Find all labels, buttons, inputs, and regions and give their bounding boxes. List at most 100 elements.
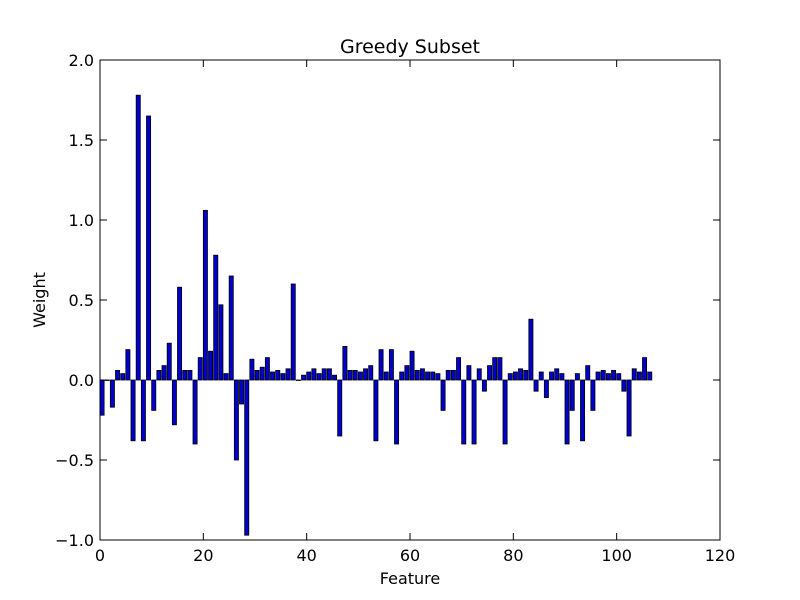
x-tick-label: 120 <box>705 546 736 565</box>
bar-feature-26 <box>233 379 239 461</box>
bar-feature-79 <box>507 373 513 381</box>
bar-feature-3 <box>115 369 121 381</box>
bar-feature-22 <box>213 254 219 381</box>
y-tick-label: 0.5 <box>69 291 94 310</box>
bar-feature-69 <box>456 357 462 381</box>
bar-feature-18 <box>192 379 198 445</box>
bar-feature-5 <box>125 349 131 381</box>
bar-feature-27 <box>239 379 245 405</box>
bar-feature-103 <box>631 368 637 381</box>
bar-feature-62 <box>419 368 425 381</box>
bar-feature-61 <box>414 369 420 381</box>
bar-feature-14 <box>171 379 177 426</box>
ticks-group: 0 20 40 60 80 100 120 −1.0 −0.5 0.0 0.5 1.0 1.5 2.0 <box>55 51 735 565</box>
bar-feature-59 <box>404 365 410 381</box>
bar-feature-35 <box>280 373 286 381</box>
bar-feature-77 <box>497 357 503 381</box>
bar-feature-105 <box>642 357 648 381</box>
bar-feature-78 <box>502 379 508 445</box>
bar-feature-96 <box>595 371 601 381</box>
bar-feature-15 <box>177 286 183 381</box>
bar-feature-84 <box>533 379 539 392</box>
bar-feature-28 <box>244 379 250 536</box>
bar-feature-33 <box>270 371 276 381</box>
bar-feature-83 <box>528 318 534 381</box>
bar-feature-57 <box>394 379 400 445</box>
bar-feature-16 <box>182 369 188 381</box>
bar-feature-65 <box>435 373 441 381</box>
bar-feature-106 <box>647 371 653 381</box>
bar-feature-94 <box>585 365 591 381</box>
bar-feature-71 <box>466 365 472 381</box>
bar-feature-21 <box>208 350 214 381</box>
bar-feature-93 <box>580 379 586 442</box>
bar-feature-29 <box>249 358 255 381</box>
bar-feature-10 <box>151 379 157 411</box>
bar-feature-68 <box>450 369 456 381</box>
bars-group <box>99 94 653 536</box>
bar-feature-32 <box>264 357 270 381</box>
bar-feature-31 <box>259 366 265 381</box>
bar-feature-91 <box>569 379 575 411</box>
y-tick-label: −0.5 <box>55 451 94 470</box>
bar-feature-60 <box>409 350 415 381</box>
x-tick-label: 60 <box>400 546 420 565</box>
x-tick-label: 80 <box>503 546 523 565</box>
x-tick-label: 40 <box>296 546 316 565</box>
bar-feature-90 <box>564 379 570 445</box>
bar-feature-55 <box>383 371 389 381</box>
bar-feature-2 <box>109 379 115 408</box>
bar-feature-104 <box>636 371 642 381</box>
bar-feature-75 <box>487 365 493 381</box>
bar-feature-25 <box>228 275 234 381</box>
bar-feature-23 <box>218 304 224 381</box>
bar-feature-52 <box>368 365 374 381</box>
bar-feature-82 <box>523 369 529 381</box>
bar-feature-53 <box>373 379 379 442</box>
bar-feature-44 <box>326 368 332 381</box>
bar-feature-72 <box>471 379 477 445</box>
bar-feature-85 <box>538 371 544 381</box>
bar-feature-50 <box>357 371 363 381</box>
bar-feature-81 <box>518 368 524 381</box>
bar-feature-43 <box>321 368 327 381</box>
bar-feature-101 <box>621 379 627 392</box>
bar-feature-30 <box>254 369 260 381</box>
bar-feature-80 <box>512 371 518 381</box>
bar-feature-98 <box>605 373 611 381</box>
x-tick-label: 100 <box>601 546 632 565</box>
bar-feature-24 <box>223 373 229 381</box>
bar-feature-64 <box>430 371 436 381</box>
y-axis-label: Weight <box>30 272 49 328</box>
bar-feature-41 <box>311 368 317 381</box>
y-tick-label: 0.0 <box>69 371 94 390</box>
bar-feature-34 <box>275 369 281 381</box>
bar-feature-19 <box>197 357 203 381</box>
bar-feature-87 <box>549 371 555 381</box>
bar-feature-89 <box>559 373 565 381</box>
bar-feature-45 <box>332 374 338 381</box>
bar-feature-73 <box>476 368 482 381</box>
bar-feature-92 <box>574 373 580 381</box>
y-tick-label: 1.5 <box>69 131 94 150</box>
bar-feature-17 <box>187 369 193 381</box>
bar-feature-4 <box>120 373 126 381</box>
bar-feature-58 <box>399 371 405 381</box>
bar-feature-6 <box>130 379 136 442</box>
bar-feature-86 <box>543 379 549 399</box>
bar-feature-47 <box>342 345 348 381</box>
plot-frame <box>99 59 721 541</box>
chart-title: Greedy Subset <box>340 36 480 58</box>
bar-feature-13 <box>166 342 172 381</box>
bar-feature-39 <box>301 374 307 381</box>
bar-feature-40 <box>306 371 312 381</box>
x-axis-label: Feature <box>380 569 440 588</box>
bar-feature-8 <box>140 379 146 442</box>
bar-feature-20 <box>202 209 208 381</box>
bar-feature-54 <box>378 349 384 381</box>
plot-background <box>100 60 720 540</box>
bar-feature-95 <box>590 379 596 411</box>
bar-feature-36 <box>285 368 291 381</box>
bar-feature-12 <box>161 365 167 381</box>
